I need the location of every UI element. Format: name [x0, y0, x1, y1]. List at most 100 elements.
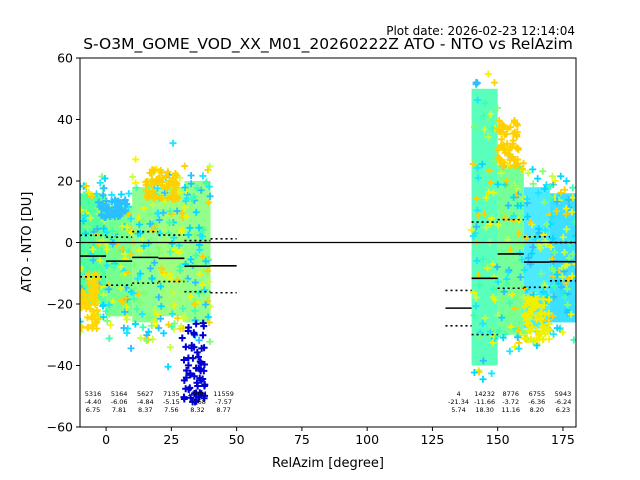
scatter-point	[473, 257, 481, 265]
scatter-point	[143, 193, 151, 201]
scatter-point	[127, 229, 135, 237]
scatter-point	[117, 190, 125, 198]
scatter-point	[476, 281, 484, 289]
scatter-point	[514, 239, 522, 247]
scatter-point	[173, 207, 181, 215]
scatter-point	[185, 231, 193, 239]
scatter-point	[470, 369, 478, 377]
scatter-point	[155, 293, 163, 301]
x-axis-ticks: 0 25 50 75 100 125 150 175	[102, 427, 575, 447]
scatter-point	[509, 140, 517, 148]
scatter-point	[123, 200, 131, 208]
scatter-point	[165, 218, 173, 226]
scatter-point	[541, 282, 549, 290]
scatter-point	[490, 157, 498, 165]
scatter-point	[528, 323, 536, 331]
scatter-point	[170, 188, 178, 196]
scatter-point	[506, 347, 514, 355]
scatter-point	[179, 305, 187, 313]
scatter-point	[533, 341, 541, 349]
scatter-point	[546, 182, 554, 190]
scatter-point	[485, 167, 493, 175]
scatter-point	[481, 314, 489, 322]
scatter-point	[118, 222, 126, 230]
scatter-point	[553, 198, 561, 206]
scatter-point	[524, 310, 532, 318]
scatter-point	[182, 197, 190, 205]
bin-mean-label: -4.40	[85, 398, 102, 406]
scatter-point	[184, 361, 192, 369]
scatter-point	[93, 234, 101, 242]
scatter-point	[200, 394, 208, 402]
scatter-point	[469, 232, 477, 240]
scatter-point	[107, 321, 115, 329]
scatter-point	[561, 293, 569, 301]
scatter-point	[195, 289, 203, 297]
scatter-point	[470, 123, 478, 131]
scatter-point	[132, 179, 140, 187]
scatter-point	[517, 202, 525, 210]
scatter-point	[510, 183, 518, 191]
scatter-point	[201, 381, 209, 389]
scatter-point	[206, 192, 214, 200]
scatter-point	[80, 206, 85, 214]
scatter-point	[105, 301, 113, 309]
bin-std-label: 7.81	[112, 406, 126, 414]
scatter-point	[154, 184, 162, 192]
scatter-point	[166, 207, 174, 215]
x-tick-label: 25	[163, 432, 179, 447]
scatter-point	[537, 309, 545, 317]
scatter-point	[119, 273, 127, 281]
scatter-point	[507, 323, 515, 331]
scatter-point	[174, 276, 182, 284]
scatter-point	[191, 300, 199, 308]
scatter-point	[200, 286, 208, 294]
bin-std-label: 6.75	[86, 406, 100, 414]
scatter-point	[489, 189, 497, 197]
scatter-point	[527, 305, 535, 313]
scatter-point	[499, 206, 507, 214]
scatter-point	[150, 166, 158, 174]
scatter-point	[564, 301, 572, 309]
scatter-point	[515, 345, 523, 353]
scatter-point	[540, 198, 548, 206]
scatter-point	[514, 155, 522, 163]
scatter-point	[159, 174, 167, 182]
scatter-point	[80, 265, 85, 273]
scatter-point	[180, 276, 188, 284]
scatter-point	[103, 246, 111, 254]
scatter-point	[196, 374, 204, 382]
scatter-point	[191, 261, 199, 269]
y-axis-label: ATO - NTO [DU]	[20, 192, 35, 293]
scatter-point	[534, 175, 542, 183]
scatter-point	[484, 114, 492, 122]
scatter-point	[82, 182, 90, 190]
y-tick-label: −20	[47, 297, 73, 312]
scatter-point	[510, 193, 518, 201]
scatter-point	[518, 256, 526, 264]
scatter-point	[205, 278, 213, 286]
scatter-point	[202, 257, 210, 265]
scatter-point	[468, 226, 476, 234]
scatter-point	[187, 394, 195, 402]
scatter-point	[196, 270, 204, 278]
scatter-point	[520, 284, 528, 292]
scatter-point	[501, 330, 509, 338]
scatter-point	[166, 248, 174, 256]
scatter-point	[93, 190, 101, 198]
scatter-point	[542, 181, 550, 189]
y-axis-ticks: −60 −40 −20 0 20 40 60	[47, 51, 80, 435]
scatter-point	[104, 237, 112, 245]
scatter-point	[123, 223, 131, 231]
scatter-point	[190, 343, 198, 351]
scatter-point	[516, 273, 524, 281]
scatter-point	[81, 212, 89, 220]
scatter-point	[204, 166, 212, 174]
scatter-point	[508, 291, 516, 299]
scatter-point	[135, 247, 143, 255]
scatter-point	[521, 303, 529, 311]
scatter-point	[168, 289, 176, 297]
bin-std-label: 8.20	[530, 406, 544, 414]
scatter-point	[527, 218, 535, 226]
scatter-point	[184, 354, 192, 362]
